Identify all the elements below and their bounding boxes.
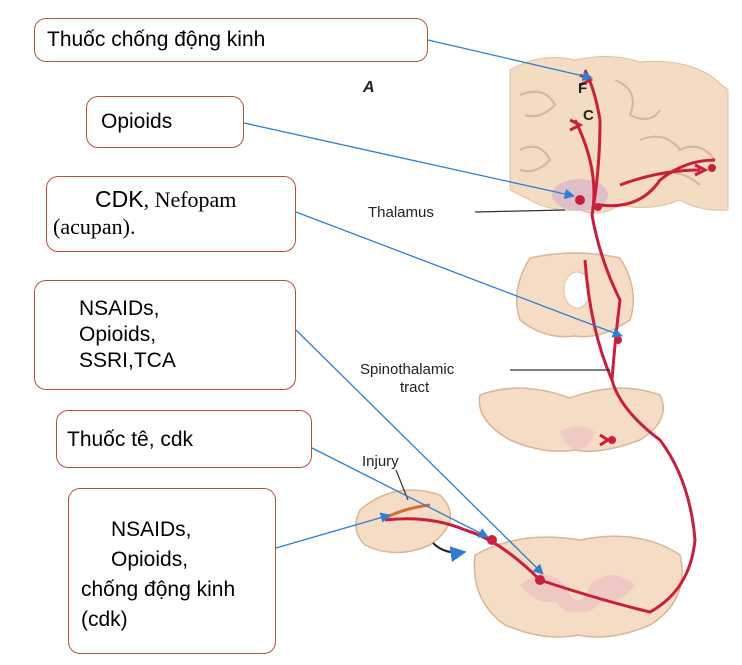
nsaids-group-box: NSAIDs, Opioids, SSRI,TCA <box>34 280 296 390</box>
antiepileptic-box: Thuốc chống động kinh <box>34 18 428 62</box>
panel-label: A <box>362 79 375 96</box>
label-c: C <box>583 107 594 124</box>
nsaids-peripheral-box: NSAIDs, Opioids, chống động kinh (cdk) <box>68 488 276 654</box>
label-spinothalamic: Spinothalamic <box>360 361 455 378</box>
peripheral-line-1: NSAIDs, <box>111 518 192 541</box>
peripheral-line-2: Opioids, <box>111 548 189 571</box>
peripheral-line-4: (cdk) <box>81 608 128 631</box>
nsaids-line-3: SSRI,TCA <box>79 349 176 372</box>
spinal-cord-section <box>473 535 683 638</box>
label-thalamus: Thalamus <box>368 204 434 221</box>
local-anesthetic-box: Thuốc tê, cdk <box>56 410 312 468</box>
cdk-text: CDK <box>95 186 144 212</box>
antiepileptic-text: Thuốc chống động kinh <box>47 28 266 51</box>
cdk-nefopam-box: CDK, Nefopam (acupan). <box>46 176 296 252</box>
label-f: F <box>578 80 587 97</box>
label-tract: tract <box>400 379 430 396</box>
connector-arrows <box>243 39 623 575</box>
local-anesthetic-text: Thuốc tê, cdk <box>67 428 194 451</box>
nefopam-text: , Nefopam <box>143 187 237 212</box>
reflex-arrow <box>432 542 467 563</box>
nsaids-line-1: NSAIDs, <box>79 297 160 320</box>
opioids-box: Opioids <box>86 96 244 148</box>
medulla-center <box>560 426 595 450</box>
nsaids-line-2: Opioids, <box>79 323 157 346</box>
midbrain-hole <box>563 271 591 309</box>
synapse-dots <box>487 164 716 585</box>
pain-pathway <box>384 69 716 614</box>
label-injury: Injury <box>362 453 399 470</box>
peripheral-line-3: chống động kinh <box>81 578 236 601</box>
opioids-text: Opioids <box>101 110 173 133</box>
medulla-section <box>478 387 664 452</box>
acupan-text: (acupan). <box>53 214 136 239</box>
